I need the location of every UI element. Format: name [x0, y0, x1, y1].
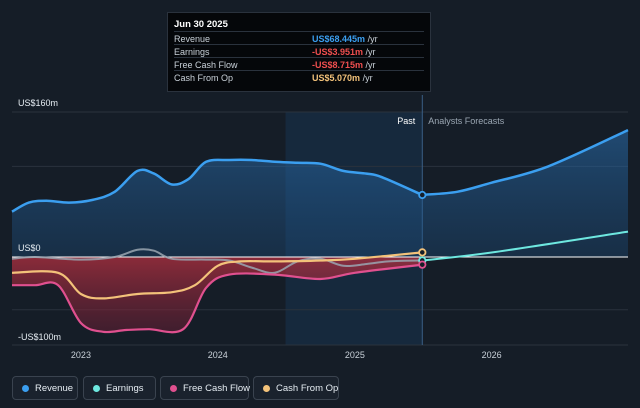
- series-end-marker: [418, 260, 427, 269]
- cash-from-op-line: [11, 251, 423, 300]
- legend-dot-icon: [22, 385, 29, 392]
- x-tick-label: 2025: [345, 350, 365, 360]
- legend-dot-icon: [263, 385, 270, 392]
- y-tick-label: US$0: [18, 243, 41, 253]
- tooltip-row-revenue: Revenue US$68.445m /yr: [174, 31, 424, 45]
- legend-label: Free Cash Flow: [183, 383, 251, 394]
- free-cash-flow-area: [12, 257, 423, 333]
- legend-dot-icon: [170, 385, 177, 392]
- tooltip-label: Revenue: [174, 34, 211, 44]
- tooltip-date: Jun 30 2025: [174, 19, 228, 30]
- revenue-forecast-line: [422, 128, 629, 197]
- tooltip-label: Earnings: [174, 47, 210, 57]
- legend-label: Cash From Op: [276, 383, 339, 394]
- tooltip: Jun 30 2025 Revenue US$68.445m /yr Earni…: [167, 12, 431, 92]
- series-end-marker: [418, 190, 427, 200]
- legend-item-earnings[interactable]: Earnings: [83, 376, 156, 400]
- legend-item-cash-from-op[interactable]: Cash From Op: [253, 376, 339, 400]
- tooltip-row-cash-from-op: Cash From Op US$5.070m /yr: [174, 70, 424, 84]
- legend-item-revenue[interactable]: Revenue: [12, 376, 78, 400]
- legend-dot-icon: [93, 385, 100, 392]
- tooltip-value: -US$8.715m /yr: [312, 60, 376, 70]
- forecast-label: Analysts Forecasts: [428, 116, 505, 126]
- free-cash-flow-line: [12, 263, 423, 334]
- legend-label: Revenue: [35, 383, 74, 394]
- tooltip-label: Cash From Op: [174, 73, 234, 83]
- tooltip-value: US$5.070m /yr: [312, 73, 373, 83]
- series-end-marker: [418, 248, 427, 257]
- tooltip-label: Free Cash Flow: [174, 60, 238, 70]
- revenue-area: [12, 130, 628, 257]
- past-label: Past: [397, 116, 416, 126]
- x-tick-label: 2023: [71, 350, 91, 360]
- earnings-line: [11, 248, 423, 274]
- x-tick-label: 2026: [482, 350, 502, 360]
- legend-label: Earnings: [106, 383, 144, 394]
- revenue-line: [11, 158, 423, 213]
- y-tick-label: US$160m: [18, 98, 58, 108]
- tooltip-row-earnings: Earnings -US$3.951m /yr: [174, 44, 424, 58]
- tooltip-row-free-cash-flow: Free Cash Flow -US$8.715m /yr: [174, 57, 424, 71]
- tooltip-value: US$68.445m /yr: [312, 34, 378, 44]
- chart: US$160m US$0 -US$100m 2023 2024 2025 2026 Past A…: [11, 95, 629, 360]
- earnings-forecast-line: [422, 230, 629, 262]
- legend-item-free-cash-flow[interactable]: Free Cash Flow: [160, 376, 251, 400]
- tooltip-value: -US$3.951m /yr: [312, 47, 376, 57]
- x-tick-label: 2024: [208, 350, 228, 360]
- y-tick-label: -US$100m: [18, 332, 61, 342]
